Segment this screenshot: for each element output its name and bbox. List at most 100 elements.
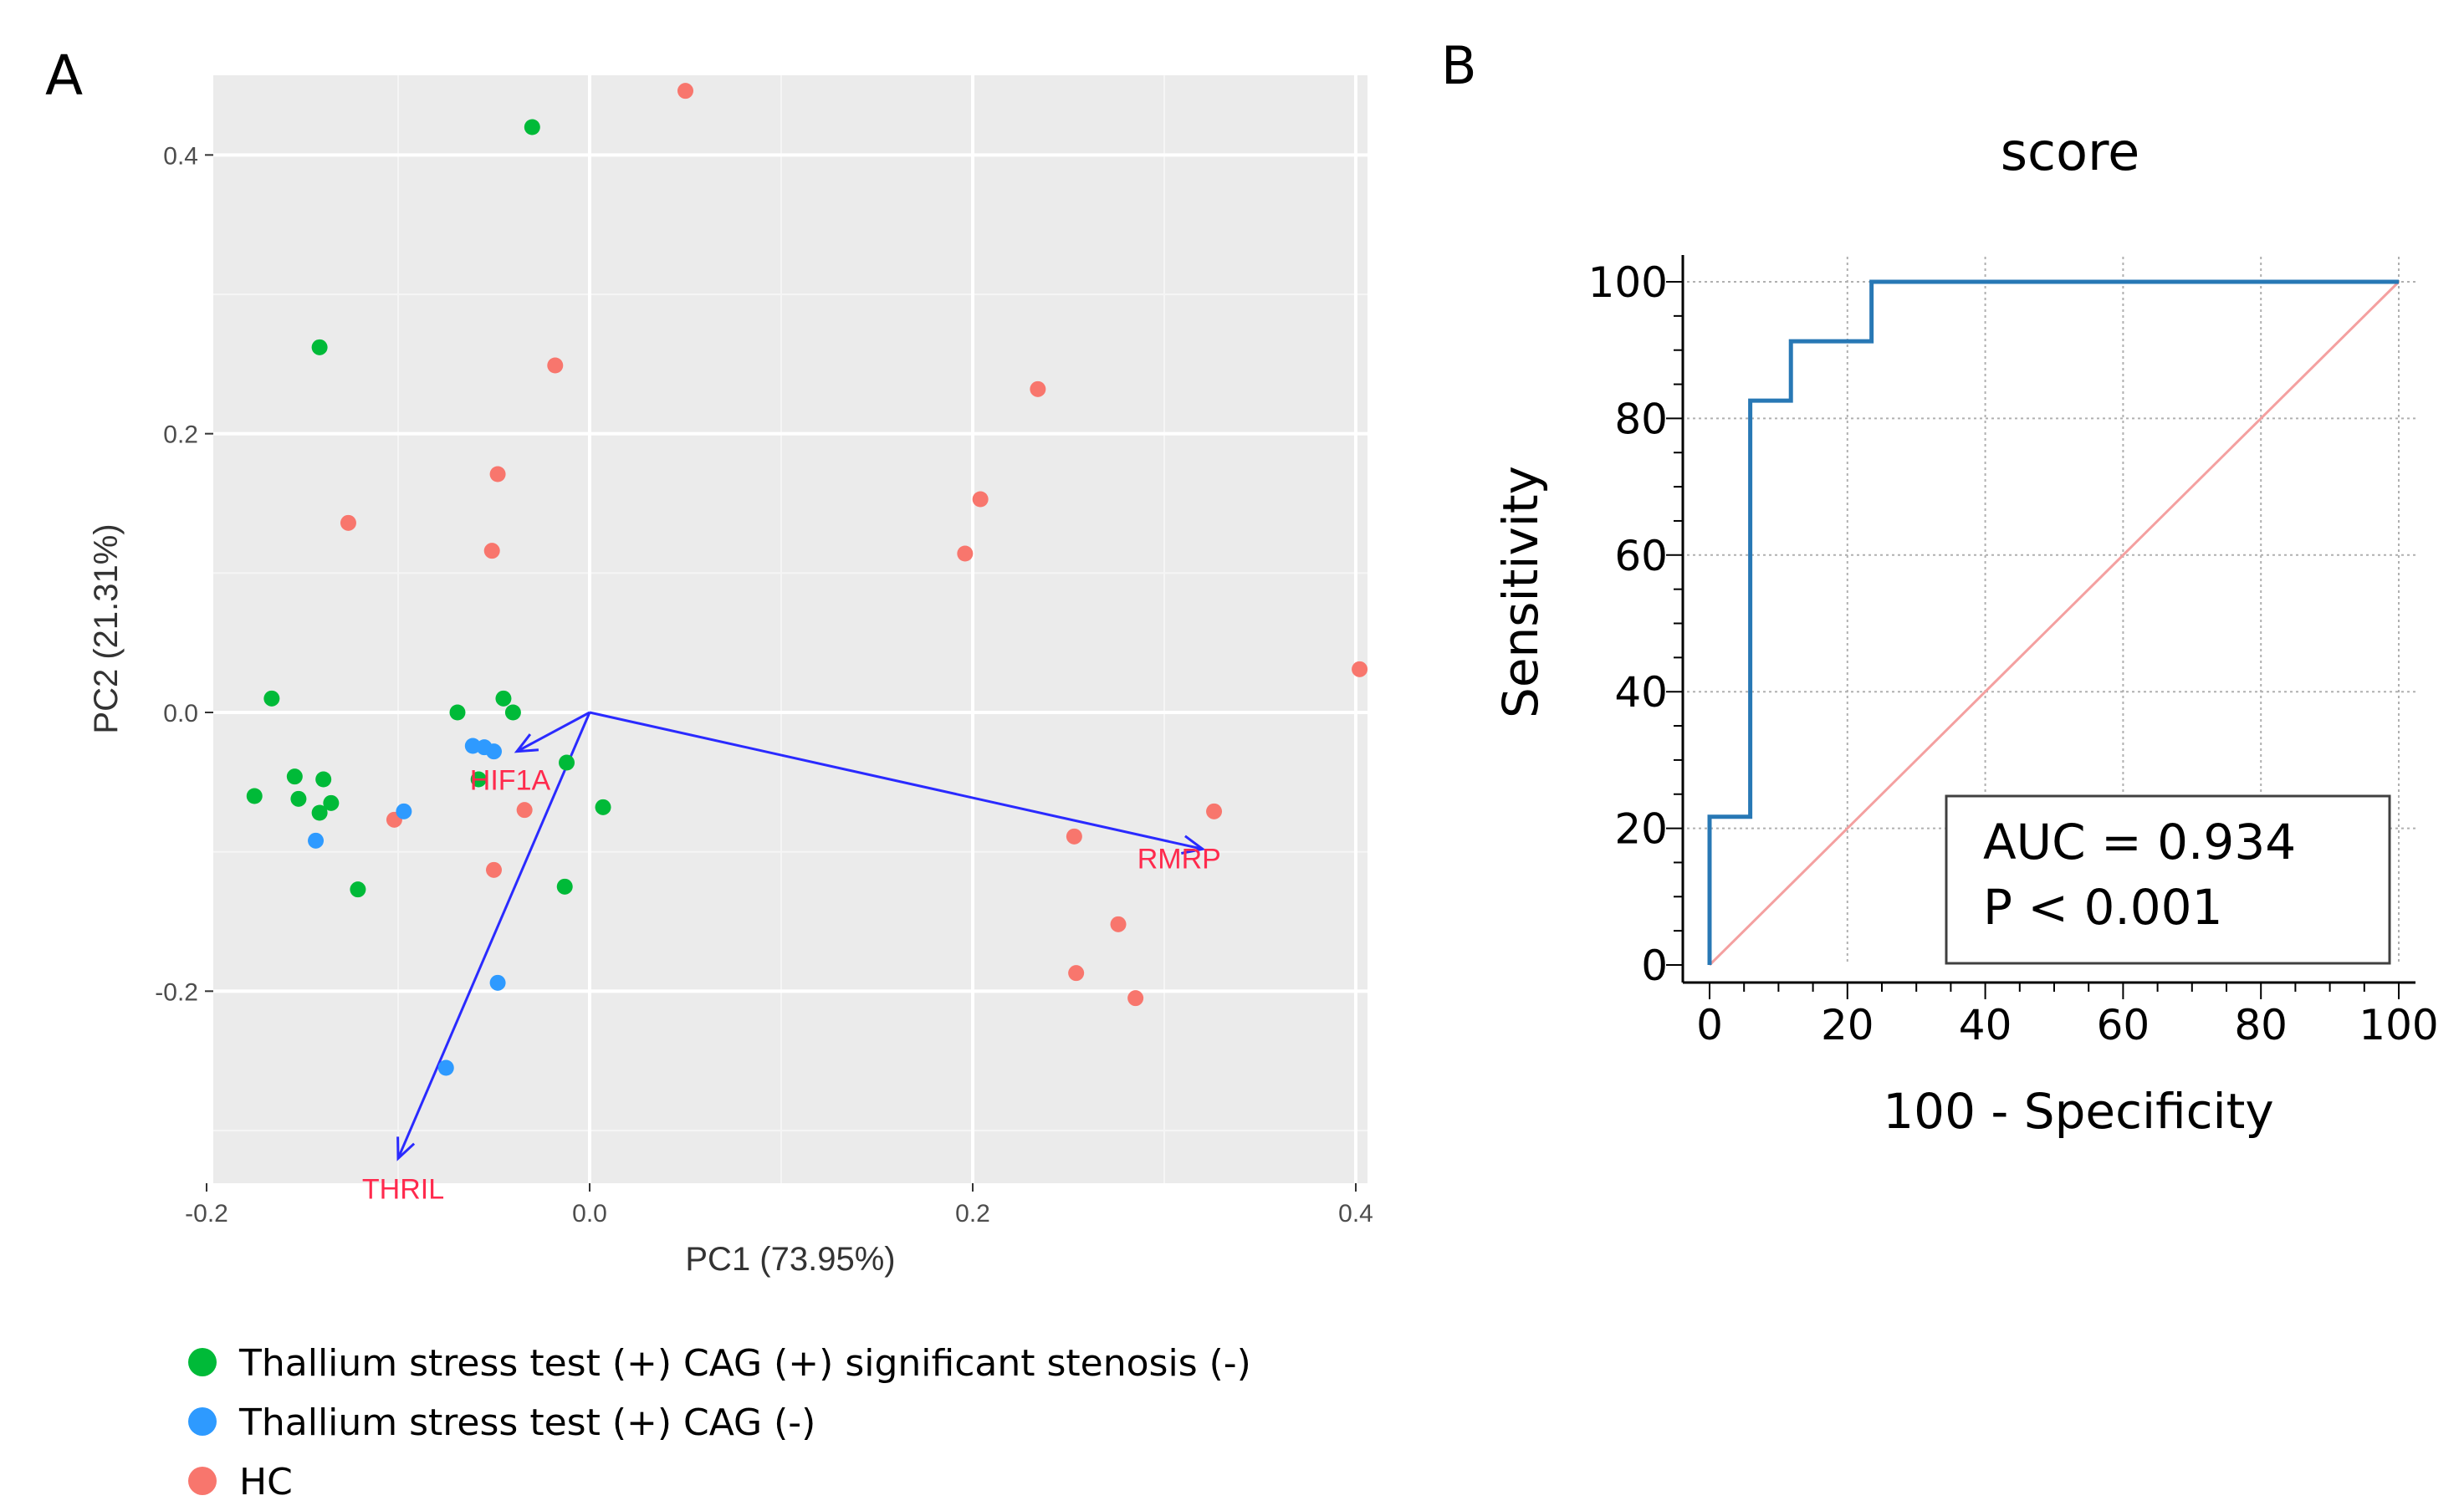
roc-stats-box: AUC = 0.934 P < 0.001 [1945, 794, 2391, 965]
panel-b-letter: B [1441, 35, 1477, 96]
pca-y-tick-label: 0.2 [163, 421, 198, 449]
point-stenosis-negative [263, 690, 280, 707]
point-stenosis-negative [290, 790, 307, 807]
legend-label-stenosis-negative: Thallium stress test (+) CAG (+) signifi… [238, 1342, 1251, 1385]
point-hc [1352, 661, 1368, 677]
loading-arrow-rmrp [589, 711, 1204, 850]
loading-label-hif1a: HIF1A [470, 765, 551, 797]
point-hc [1127, 990, 1144, 1007]
point-hc [1110, 916, 1127, 932]
legend-swatch-hc [188, 1467, 217, 1495]
loading-arrow-hif1a [516, 711, 590, 753]
point-cag-negative [308, 832, 325, 849]
roc-y-tick-label: 100 [1588, 258, 1668, 307]
legend-label-cag-negative: Thallium stress test (+) CAG (-) [238, 1401, 815, 1444]
loading-arrowhead-rmrp [1181, 835, 1206, 855]
roc-y-tick-label: 0 [1641, 942, 1668, 990]
point-stenosis-negative [595, 799, 611, 815]
pca-legend: Thallium stress test (+) CAG (+) signifi… [188, 1342, 1251, 1503]
pca-tick-labels: -0.2 0.0 0.2 0.4 -0.2 0.0 0.2 0.4 [155, 142, 1373, 1228]
point-stenosis-negative [323, 794, 340, 811]
point-stenosis-negative [315, 771, 332, 788]
point-stenosis-negative [246, 788, 263, 804]
pca-biplot: -0.2 0.0 0.2 0.4 -0.2 0.0 0.2 0.4 HIF1A RMRP THRI… [88, 75, 1373, 1278]
roc-x-tick-label: 40 [1959, 1001, 2012, 1049]
pca-loading-arrows [396, 711, 1206, 1161]
point-stenosis-negative [495, 690, 512, 707]
pca-variable-labels: HIF1A RMRP THRIL [362, 765, 1221, 1206]
pca-plot-background [213, 75, 1367, 1183]
pca-y-axis-label: PC2 (21.31%) [88, 523, 125, 733]
roc-chart: score 0 20 40 60 80 100 0 20 40 60 80 100 AUC = 0.9… [1492, 121, 2439, 1140]
roc-y-tick-label: 20 [1614, 805, 1668, 854]
roc-tick-labels: 0 20 40 60 80 100 0 20 40 60 80 100 [1588, 258, 2439, 1049]
point-hc [1206, 803, 1223, 819]
point-stenosis-negative [504, 704, 521, 721]
pca-y-tick-label: 0.0 [163, 700, 198, 727]
roc-x-tick-label: 20 [1821, 1001, 1874, 1049]
point-cag-negative [396, 803, 412, 819]
point-stenosis-negative [286, 768, 303, 785]
point-cag-negative [489, 974, 506, 991]
loading-label-thril: THRIL [362, 1173, 444, 1205]
point-stenosis-negative [556, 878, 573, 895]
point-cag-negative [486, 743, 502, 760]
p-value: P < 0.001 [1983, 879, 2223, 936]
pca-gridlines [205, 75, 1367, 1183]
point-stenosis-negative [449, 704, 466, 721]
point-stenosis-negative [524, 119, 540, 135]
roc-x-tick-label: 60 [2097, 1001, 2150, 1049]
point-stenosis-negative [470, 771, 487, 788]
roc-x-tick-label: 100 [2359, 1001, 2438, 1049]
point-hc [1030, 380, 1046, 397]
point-hc [340, 514, 356, 531]
point-hc [483, 543, 500, 559]
pca-x-axis-label: PC1 (73.95%) [685, 1241, 895, 1278]
pca-x-tick-label: 0.0 [572, 1200, 607, 1228]
loading-arrowhead-hif1a [514, 733, 539, 753]
pca-y-tick-label: -0.2 [155, 978, 198, 1006]
loading-arrowhead-thril [396, 1136, 416, 1161]
point-stenosis-negative [311, 339, 328, 355]
pca-points [246, 83, 1368, 1076]
point-hc [972, 491, 989, 508]
roc-reference-line [1708, 280, 2400, 967]
point-hc [516, 802, 533, 819]
roc-x-axis-label: 100 - Specificity [1883, 1083, 2273, 1140]
point-cag-negative [464, 738, 481, 754]
roc-stats-box-frame [1945, 794, 2391, 965]
loading-arrow-thril [396, 712, 591, 1159]
roc-y-axis-label: Sensitivity [1492, 466, 1549, 718]
point-stenosis-negative [350, 881, 366, 898]
loading-label-rmrp: RMRP [1137, 843, 1221, 875]
panel-a-letter: A [45, 43, 83, 108]
pca-y-tick-label: 0.4 [163, 142, 198, 170]
auc-value: AUC = 0.934 [1983, 814, 2296, 870]
roc-x-tick-label: 80 [2234, 1001, 2288, 1049]
legend-label-hc: HC [239, 1461, 293, 1503]
roc-y-tick-label: 40 [1614, 668, 1668, 717]
point-hc [1068, 965, 1085, 982]
point-hc [489, 466, 506, 482]
legend-swatch-stenosis-negative [188, 1348, 217, 1376]
point-hc [1066, 828, 1082, 845]
roc-x-tick-label: 0 [1696, 1001, 1723, 1049]
point-stenosis-negative [311, 804, 328, 821]
roc-title: score [2001, 121, 2140, 182]
pca-x-tick-label: 0.2 [955, 1200, 990, 1228]
roc-axes [1666, 255, 2415, 999]
roc-lines [1707, 279, 2400, 967]
roc-y-tick-label: 60 [1614, 532, 1668, 580]
point-hc [486, 861, 502, 878]
point-hc [677, 83, 693, 100]
pca-x-tick-label: -0.2 [185, 1200, 228, 1228]
pca-x-tick-label: 0.4 [1338, 1200, 1373, 1228]
point-hc [547, 357, 564, 374]
roc-gridlines [1681, 257, 2415, 965]
roc-y-tick-label: 80 [1614, 395, 1668, 443]
point-hc [957, 545, 974, 562]
point-cag-negative [437, 1059, 454, 1076]
point-stenosis-negative [559, 754, 575, 771]
legend-swatch-cag-negative [188, 1407, 217, 1436]
